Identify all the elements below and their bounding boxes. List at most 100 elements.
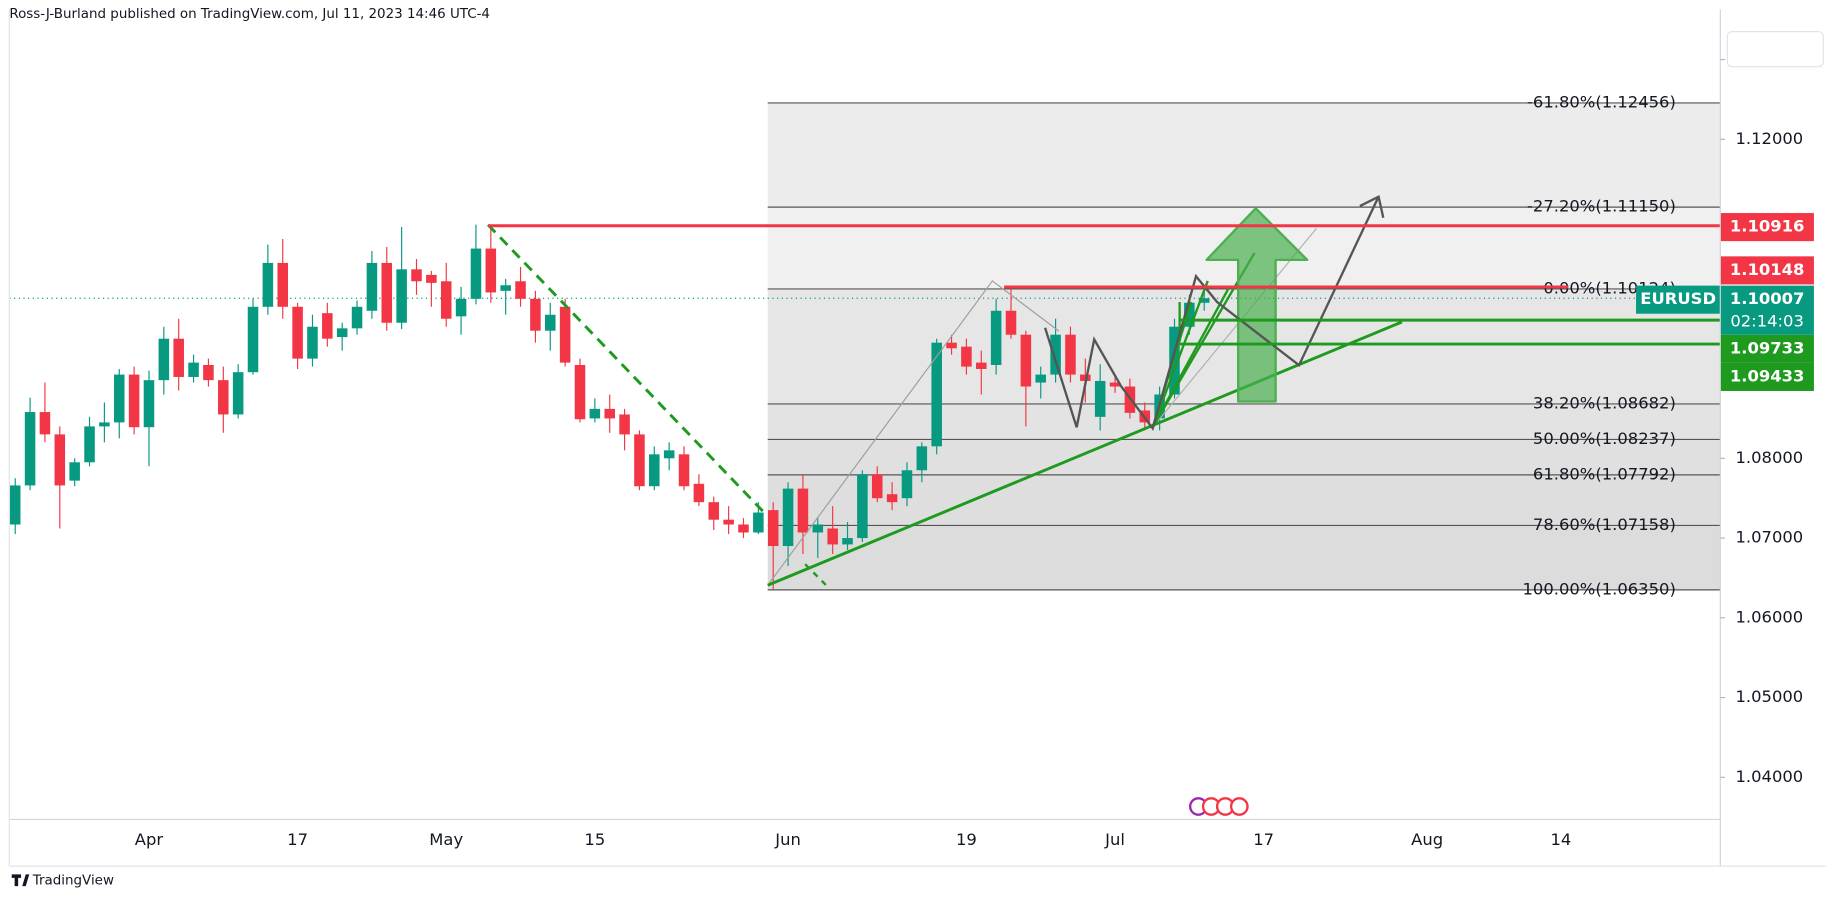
candle-body [470,248,482,299]
candle-body [322,313,333,339]
candle-body [738,524,749,533]
fib-band [767,102,1721,208]
candle-body [708,502,720,520]
fib-level-label: -27.20%(1.11150) [1527,197,1676,216]
candle-body [649,454,660,487]
logo-icon [11,874,30,887]
drawings [486,194,1403,589]
candle-body [351,306,363,329]
candle-body [218,380,229,415]
price-label: 1.10148 [1730,260,1805,279]
price-label-box [1720,213,1814,242]
candle-body [307,326,318,359]
x-tick-label: May [429,830,463,849]
candle-body [797,488,809,533]
y-tick-label: 1.12000 [1736,129,1804,148]
fib-level-label: -61.80%(1.12456) [1527,92,1676,111]
candle-body [1050,334,1061,375]
fib-level-label: 78.60%(1.07158) [1533,515,1676,534]
candle-body [886,494,898,503]
candle-body [69,462,80,481]
candle-body [589,408,601,419]
uptrend-line [767,320,1403,587]
fib-level-label: 38.20%(1.08682) [1533,393,1676,412]
candle-body [426,274,437,283]
candle-body [1035,374,1046,383]
event-icons [1189,797,1249,816]
candle-body [1198,298,1210,303]
fib-level-label: 50.00%(1.08237) [1533,429,1676,448]
event-icon[interactable] [1229,797,1249,816]
x-tick-label: 17 [1253,830,1274,849]
candle-body [396,269,407,323]
candle-body [693,483,705,503]
last-price-label: 1.10007 [1730,289,1805,308]
y-tick-label: 1.05000 [1736,687,1804,706]
candle-body [262,262,274,307]
candle-body [500,285,511,291]
symbol-label: EURUSD [1640,289,1716,308]
pitchfork-line [767,280,1060,586]
candle-body [277,262,289,307]
candle-body [9,485,21,525]
candle-body [634,434,645,487]
candle-body [619,414,630,435]
candle-body [54,434,66,486]
scale-button[interactable] [1726,31,1824,68]
candle-body [24,412,36,486]
candle-body [39,412,51,435]
fib-band [767,474,1721,526]
y-tick-label: 1.06000 [1736,607,1804,626]
footer-brand: TradingView [32,873,114,888]
projection-arrowhead [1359,194,1385,218]
footer-logo: TradingView [11,873,114,888]
countdown-label: 02:14:03 [1730,311,1804,330]
price-label: 1.09433 [1730,366,1805,385]
x-tick-label: 15 [584,830,605,849]
y-tick-label: 1.08000 [1736,448,1804,467]
candle-body [723,519,734,525]
candle-body [842,538,853,545]
candle-body [232,372,244,415]
candle-body [604,408,615,419]
candle-body [1184,302,1195,327]
candle-body [99,422,110,427]
candle-body [113,374,125,423]
candle-body [544,314,556,331]
y-tick-label: 1.04000 [1736,767,1804,786]
candle-body [143,380,155,428]
x-tick-label: Apr [135,830,164,849]
candle-body [440,281,452,319]
candle-body [931,342,942,447]
x-tick-label: Aug [1411,830,1443,849]
x-tick-label: 19 [956,830,977,849]
fib-level-label: 100.00%(1.06350) [1523,579,1676,598]
projection-line [1152,227,1318,428]
candle-body [158,338,170,381]
candle-body [812,524,824,533]
candle-body [827,528,838,545]
candle-body [1005,310,1017,335]
fan-line [1151,280,1209,428]
candle-body [916,446,928,471]
price-label-box [1720,362,1814,391]
symbol-box [1636,285,1721,314]
x-tick-label: 14 [1550,830,1571,849]
candle-body [1065,334,1076,375]
axes: 1.04000 1.05000 1.06000 1.07000 1.08000 1.120… [135,49,1803,849]
candle-body [946,342,957,349]
x-tick-label: 17 [287,830,308,849]
candle-body [530,298,541,331]
up-arrow [1205,207,1309,403]
candle-body [767,510,779,547]
x-tick-label: Jun [774,830,801,849]
fib-band [767,403,1721,440]
y-tick-label: 1.07000 [1736,528,1804,547]
candle-body [173,338,184,377]
price-label: 1.09733 [1730,338,1805,357]
candle-body [663,450,675,459]
price-label: 1.10916 [1730,217,1805,236]
candle-body [203,365,214,381]
